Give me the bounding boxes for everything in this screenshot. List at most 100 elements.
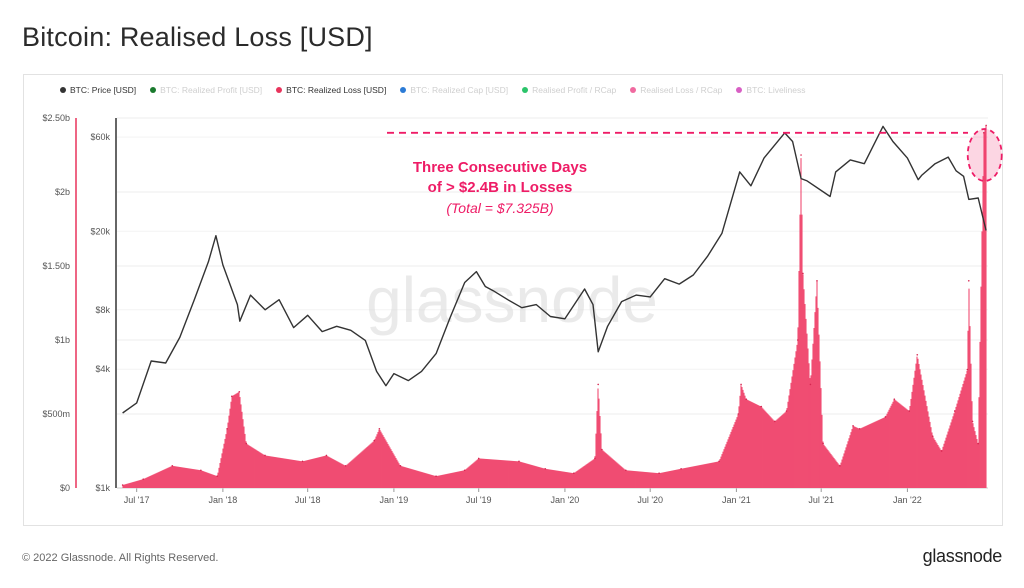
loss-point bbox=[802, 272, 804, 275]
loss-point bbox=[344, 465, 347, 467]
legend-label: BTC: Price [USD] bbox=[70, 85, 137, 95]
loss-point bbox=[740, 383, 742, 386]
loss-point bbox=[625, 469, 627, 472]
x-axis-tick-label: Jan '18 bbox=[209, 495, 238, 505]
legend-dot-icon bbox=[276, 87, 283, 93]
loss-point bbox=[435, 475, 437, 477]
loss-point bbox=[518, 460, 520, 463]
loss-point bbox=[121, 484, 124, 486]
loss-point bbox=[940, 450, 943, 452]
copyright-text: © 2022 Glassnode. All Rights Reserved. bbox=[22, 552, 219, 564]
loss-point bbox=[597, 383, 599, 386]
chart-legend: BTC: Price [USD] BTC: Realized Profit [US… bbox=[60, 85, 805, 95]
loss-point bbox=[971, 420, 974, 423]
loss-point bbox=[230, 395, 233, 398]
x-axis-tick-label: Jul '21 bbox=[808, 495, 834, 505]
left-axis-tick-label: $2b bbox=[55, 187, 70, 197]
legend-item[interactable]: BTC: Liveliness bbox=[736, 85, 805, 95]
glassnode-logo[interactable]: glassnode bbox=[922, 546, 1003, 566]
loss-point bbox=[142, 478, 145, 480]
loss-point bbox=[544, 467, 547, 470]
legend-label: BTC: Realized Cap [USD] bbox=[410, 85, 509, 95]
legend-item[interactable]: Realised Profit / RCap bbox=[522, 85, 616, 95]
loss-point bbox=[796, 339, 799, 341]
loss-point bbox=[774, 420, 776, 423]
right-axis-tick-label: $60k bbox=[90, 132, 110, 142]
right-axis-tick-label: $8k bbox=[95, 305, 110, 315]
loss-point bbox=[226, 428, 228, 430]
loss-point bbox=[378, 428, 381, 430]
loss-point bbox=[680, 467, 682, 470]
loss-point bbox=[325, 454, 328, 457]
annotation-line2: of > $2.4B in Losses bbox=[428, 179, 573, 196]
x-axis-tick-label: Jul '17 bbox=[124, 495, 150, 505]
legend-label: BTC: Realized Loss [USD] bbox=[286, 85, 387, 95]
right-axis-tick-label: $1k bbox=[95, 483, 110, 493]
loss-point bbox=[852, 425, 854, 427]
loss-point bbox=[171, 465, 174, 467]
loss-point bbox=[982, 132, 985, 134]
loss-point bbox=[264, 454, 266, 457]
legend-label: BTC: Realized Profit [USD] bbox=[160, 85, 263, 95]
loss-point bbox=[816, 280, 818, 282]
loss-point bbox=[658, 472, 660, 475]
loss-point bbox=[953, 410, 956, 412]
legend-label: Realised Loss / RCap bbox=[640, 85, 723, 95]
loss-point bbox=[966, 368, 969, 371]
loss-point bbox=[573, 472, 575, 475]
loss-point bbox=[737, 413, 740, 415]
legend-dot-icon bbox=[736, 87, 743, 93]
price-line bbox=[122, 125, 987, 414]
loss-point bbox=[463, 469, 466, 472]
loss-point bbox=[893, 398, 896, 401]
x-axis-tick-label: Jan '21 bbox=[722, 495, 751, 505]
legend-dot-icon bbox=[400, 87, 407, 93]
loss-point bbox=[760, 405, 763, 408]
legend-item[interactable]: Realised Loss / RCap bbox=[630, 85, 722, 95]
legend-dot-icon bbox=[630, 87, 637, 93]
legend-item[interactable]: BTC: Price [USD] bbox=[60, 85, 136, 95]
loss-point bbox=[931, 435, 934, 438]
legend-label: BTC: Liveliness bbox=[746, 85, 806, 95]
loss-point bbox=[785, 410, 788, 412]
loss-point bbox=[809, 383, 812, 386]
legend-item[interactable]: BTC: Realized Loss [USD] bbox=[276, 85, 386, 95]
legend-dot-icon bbox=[522, 87, 529, 93]
x-axis-tick-label: Jul '20 bbox=[637, 495, 663, 505]
loss-point bbox=[884, 416, 887, 418]
loss-point bbox=[477, 457, 480, 460]
legend-item[interactable]: BTC: Realized Profit [USD] bbox=[150, 85, 262, 95]
loss-point bbox=[601, 448, 603, 451]
loss-point bbox=[216, 475, 219, 477]
loss-point bbox=[967, 280, 970, 282]
x-axis-tick-label: Jan '20 bbox=[551, 495, 580, 505]
left-axis-tick-label: $0 bbox=[60, 483, 70, 493]
legend-item[interactable]: BTC: Realized Cap [USD] bbox=[400, 85, 508, 95]
left-axis-tick-label: $1.50b bbox=[42, 261, 70, 271]
right-axis-tick-label: $20k bbox=[90, 226, 110, 236]
watermark-text: glassnode bbox=[366, 264, 658, 336]
x-axis-tick-label: Jul '18 bbox=[295, 495, 321, 505]
loss-point bbox=[985, 124, 987, 127]
loss-point bbox=[908, 410, 911, 412]
left-axis-tick-label: $2.50b bbox=[42, 113, 70, 123]
legend-dot-icon bbox=[60, 87, 66, 93]
annotation-line3: (Total = $7.325B) bbox=[446, 200, 553, 216]
loss-point bbox=[399, 465, 402, 467]
loss-point bbox=[745, 398, 748, 401]
loss-point bbox=[977, 442, 979, 445]
loss-point bbox=[858, 428, 861, 430]
loss-point bbox=[916, 354, 919, 356]
highlight-ellipse bbox=[966, 128, 1003, 182]
annotation-line1: Three Consecutive Days bbox=[413, 159, 587, 176]
page-title: Bitcoin: Realised Loss [USD] bbox=[22, 22, 373, 52]
legend-label: Realised Profit / RCap bbox=[532, 85, 617, 95]
chart-frame bbox=[23, 74, 1003, 526]
loss-point bbox=[822, 442, 824, 445]
x-axis-tick-label: Jan '19 bbox=[380, 495, 409, 505]
loss-point bbox=[373, 439, 376, 442]
loss-point bbox=[839, 465, 841, 467]
loss-point bbox=[238, 391, 241, 393]
legend-dot-icon bbox=[150, 87, 157, 93]
